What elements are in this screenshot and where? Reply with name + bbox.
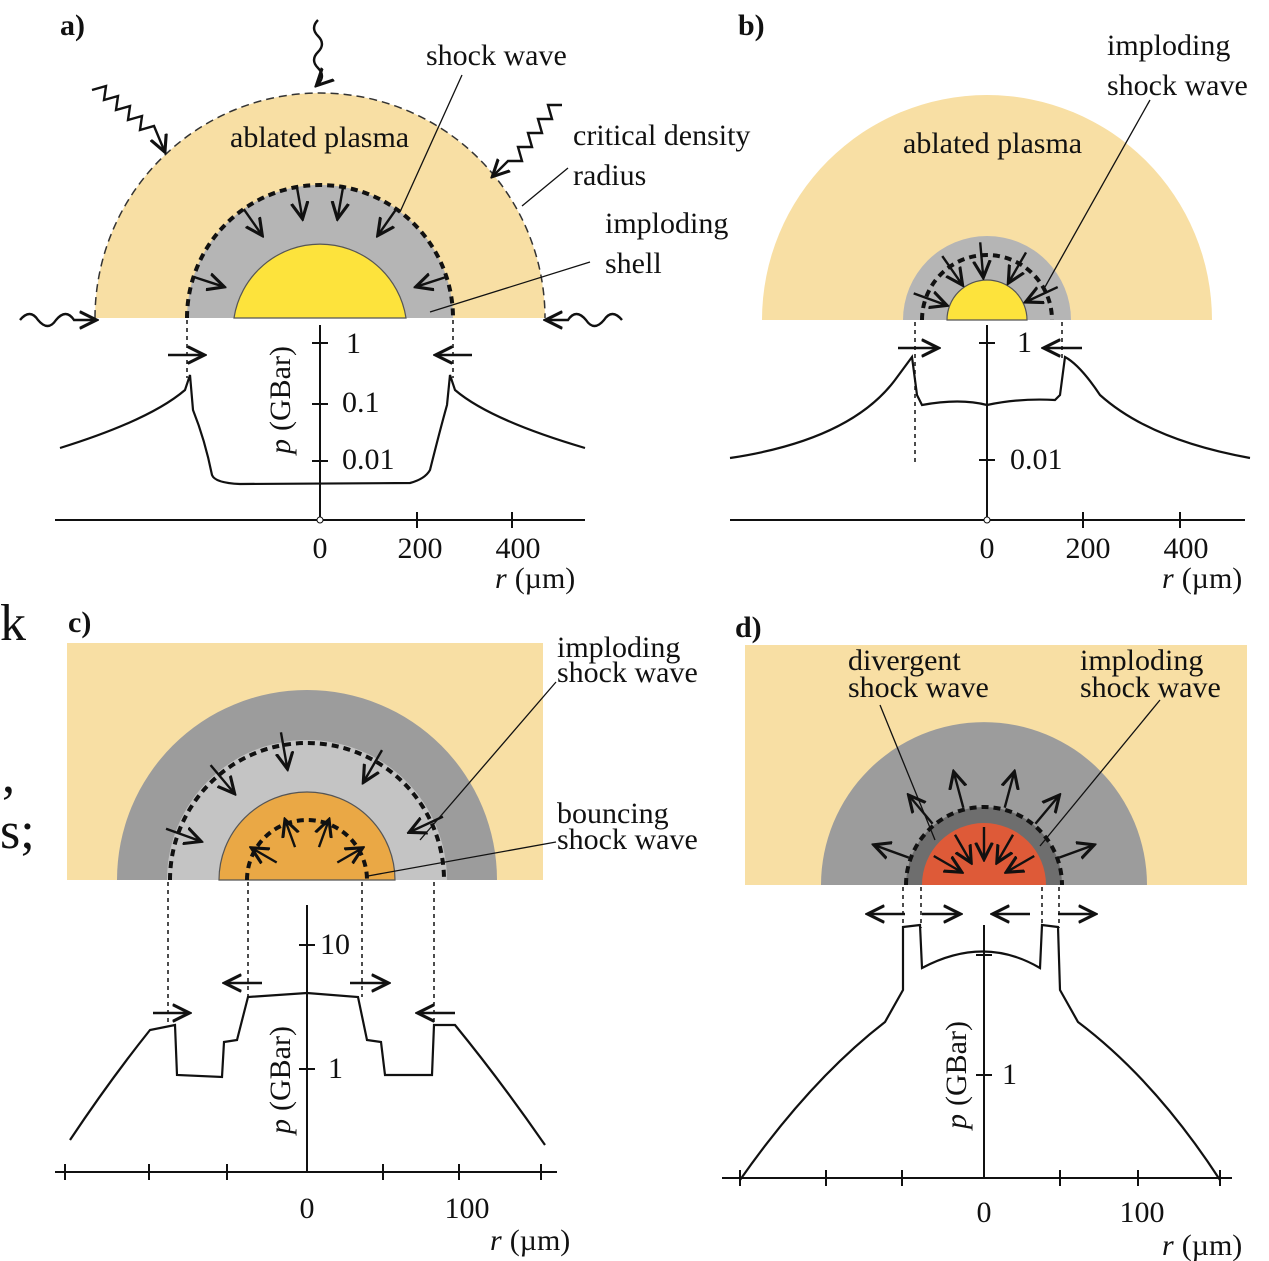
annotation: shock wave	[426, 39, 567, 72]
y-tick-label: 1	[1002, 1058, 1017, 1091]
x-axis-unit: (µm)	[510, 1224, 571, 1257]
panel-label: c)	[68, 606, 91, 639]
x-axis-label: r(µm)	[495, 562, 575, 595]
y-tick-label: 10	[320, 928, 350, 961]
annotation: critical density	[573, 119, 750, 152]
x-tick-label: 0	[313, 532, 328, 565]
pressure-curve	[60, 375, 585, 484]
x-tick-label: 100	[1120, 1196, 1165, 1229]
guides	[903, 887, 1059, 928]
annotation: shock wave	[557, 823, 698, 856]
origin	[317, 517, 323, 523]
origin	[984, 517, 990, 523]
x-axis-symbol: r	[490, 1224, 502, 1257]
x-tick-label: 200	[398, 532, 443, 565]
ticks	[312, 343, 512, 528]
y-axis-symbol: p	[264, 439, 297, 456]
annotation: radius	[573, 159, 646, 192]
ticks	[740, 955, 1220, 1186]
panel-label: d)	[735, 611, 762, 644]
panel-a: a) shock wave ablated plasma critical de…	[20, 9, 750, 595]
annotation: imploding	[1107, 29, 1230, 62]
annotation: imploding	[605, 207, 728, 240]
y-tick-label: 0.1	[342, 386, 380, 419]
x-tick-label: 0	[300, 1192, 315, 1225]
y-axis-label: p (GBar)	[264, 346, 297, 456]
x-tick-label: 0	[977, 1196, 992, 1229]
panel-label: a)	[60, 9, 85, 42]
annotation: ablated plasma	[230, 121, 409, 154]
y-axis-label: p (GBar)	[264, 1026, 297, 1136]
x-axis-label: r(µm)	[490, 1224, 570, 1257]
x-axis-symbol: r	[495, 562, 507, 595]
margin-fragment: k	[0, 595, 26, 652]
y-axis-label: p (GBar)	[940, 1021, 973, 1131]
annotation: shock wave	[1107, 69, 1248, 102]
laser	[314, 20, 322, 84]
y-axis-unit: (GBar)	[264, 1026, 297, 1111]
y-tick-label: 1	[328, 1052, 343, 1085]
x-tick-label: 400	[496, 532, 541, 565]
leader	[522, 168, 568, 206]
y-axis-symbol: p	[264, 1119, 297, 1136]
laser	[20, 314, 94, 326]
x-axis-unit: (µm)	[515, 562, 576, 595]
x-axis-label: r(µm)	[1162, 1229, 1242, 1261]
annotation: ablated plasma	[903, 127, 1082, 160]
x-tick-label: 200	[1066, 532, 1111, 565]
annotation: shock wave	[1080, 671, 1221, 704]
panel-label: b)	[738, 9, 765, 42]
pressure-curve	[740, 925, 1220, 1180]
annotation: shock wave	[848, 671, 989, 704]
panel-d: d) divergent shock wave imploding shock …	[722, 611, 1247, 1261]
x-tick-label: 0	[980, 532, 995, 565]
x-tick-label: 100	[445, 1192, 490, 1225]
figure: k , s; a) shock wave ablated plasma crit…	[0, 0, 1269, 1261]
panel-c: c) imploding shock wave bouncing shock w…	[55, 606, 698, 1257]
y-axis-symbol: p	[940, 1114, 973, 1131]
x-axis-label: r(µm)	[1162, 562, 1242, 595]
margin-fragment: s;	[0, 803, 35, 860]
y-tick-label: 0.01	[1010, 443, 1063, 476]
y-tick-label: 1	[346, 327, 361, 360]
laser	[494, 105, 562, 175]
y-tick-label: 0.01	[342, 443, 395, 476]
ticks	[65, 945, 541, 1180]
annotation: shell	[605, 247, 662, 280]
laser	[92, 86, 164, 150]
laser	[548, 314, 622, 326]
x-tick-label: 400	[1164, 532, 1209, 565]
annotation: shock wave	[557, 656, 698, 689]
y-axis-unit: (GBar)	[264, 346, 297, 431]
panel-b: b) imploding shock wave ablated plasma 1…	[730, 9, 1250, 595]
guides	[168, 882, 434, 1025]
x-axis-symbol: r	[1162, 562, 1174, 595]
y-tick-label: 1	[1017, 326, 1032, 359]
margin-fragment: ,	[2, 747, 15, 804]
ticks	[979, 343, 1180, 528]
y-axis-unit: (GBar)	[940, 1021, 973, 1106]
pressure-curve	[730, 357, 1250, 458]
x-axis-unit: (µm)	[1182, 562, 1243, 595]
x-axis-symbol: r	[1162, 1229, 1174, 1261]
x-axis-unit: (µm)	[1182, 1229, 1243, 1261]
